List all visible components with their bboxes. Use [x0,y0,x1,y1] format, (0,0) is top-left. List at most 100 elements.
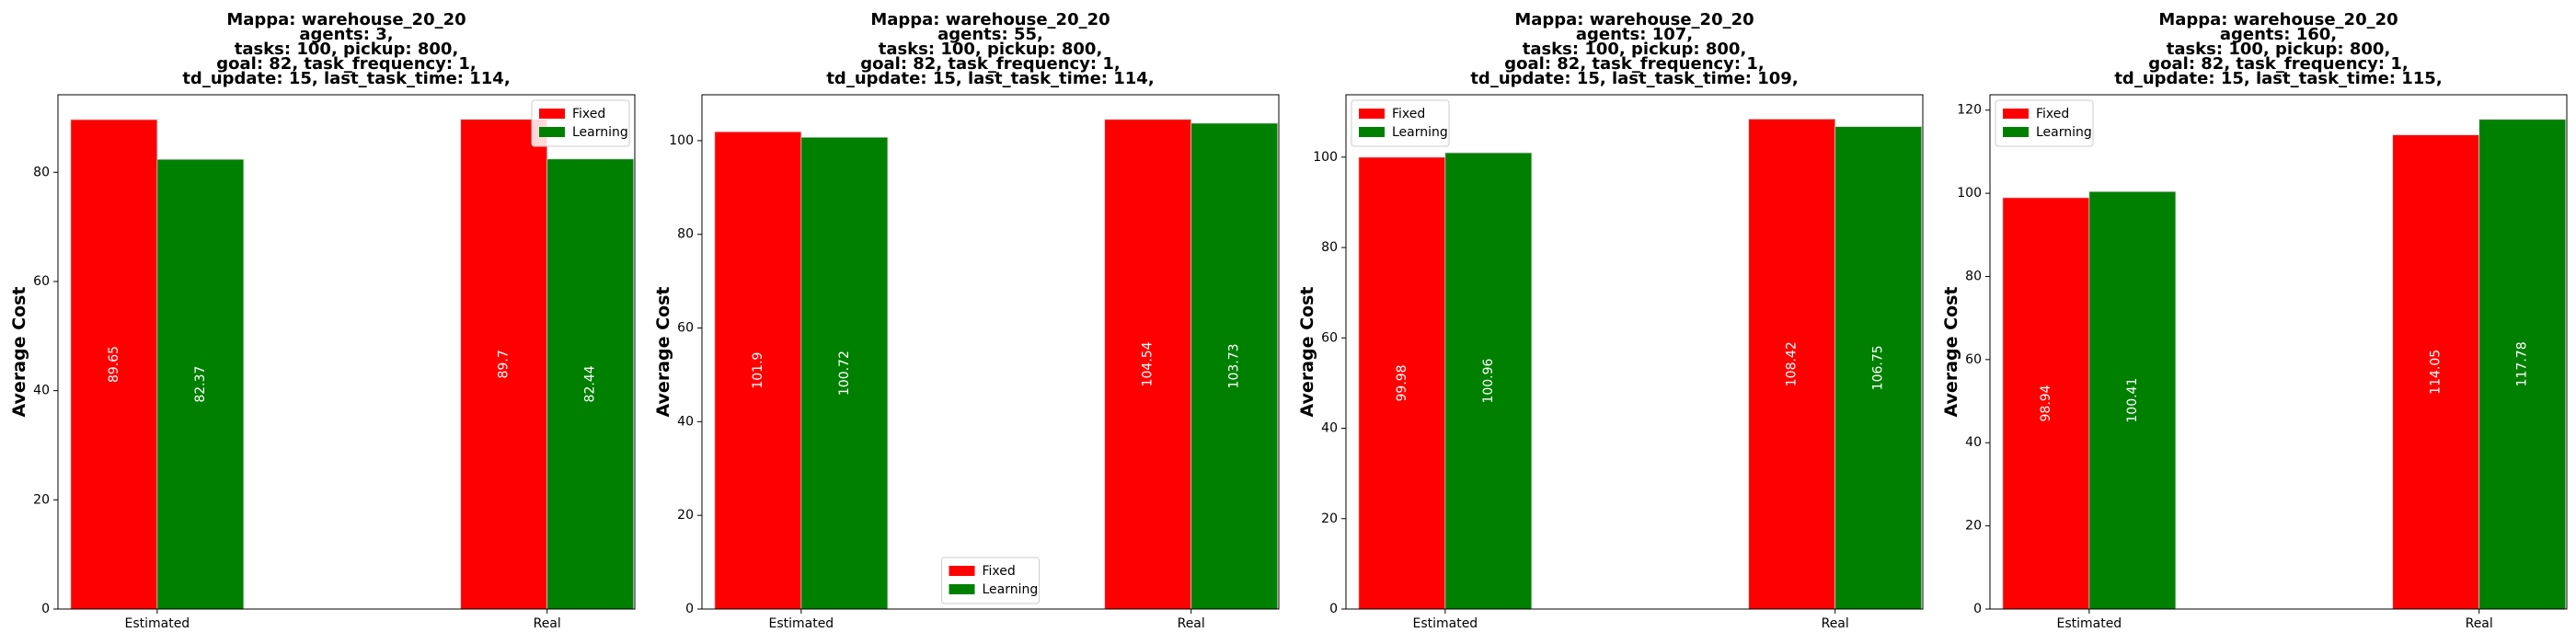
y-tick-label: 40 [1965,435,1982,450]
legend-label: Learning [572,125,628,140]
legend-swatch [2003,109,2029,119]
bar [1358,156,1446,610]
chart-title-line: tasks: 100, pickup: 800, [235,40,459,59]
bar-value-label: 99.98 [1395,364,1409,401]
bar [156,158,245,610]
y-tick-label: 80 [1321,240,1338,255]
legend-label: Fixed [2036,107,2069,121]
legend: Fixed Learning [1995,99,2094,147]
bar-value-label: 100.72 [837,351,852,396]
y-tick-label: 120 [1957,103,1982,118]
y-axis-label: Average Cost [9,287,29,418]
bar-value-label: 108.42 [1785,341,1800,386]
bar [460,119,548,610]
y-tick-label: 20 [677,508,694,523]
bar-value-label: 89.65 [107,346,121,383]
bar [546,158,635,610]
chart-title-line: tasks: 100, pickup: 800, [879,40,1103,59]
y-axis-label: Average Cost [653,287,673,418]
chart-title-line: Mappa: warehouse_20_20 [1514,10,1754,29]
chart-title-line: goal: 82, task_frequency: 1, [860,54,1121,74]
y-tick-label: 0 [41,602,50,616]
chart-title-line: goal: 82, task_frequency: 1, [2148,54,2409,74]
bar [1834,126,1923,610]
chart-title: Mappa: warehouse_20_20 agents: 55, tasks: … [826,10,1154,88]
x-tick-label: Real [1178,616,1205,631]
chart-title-line: td_update: 15, last_task_time: 114, [182,69,510,88]
chart-title: Mappa: warehouse_20_20 agents: 107, tasks:… [1470,10,1798,88]
bar-value-label: 101.9 [751,352,765,389]
bar-value-label: 106.75 [1871,345,1886,390]
chart-svg-4: Mappa: warehouse_20_20 agents: 160, tasks:… [1941,10,2568,631]
y-axis-label: Average Cost [1941,287,1961,418]
chart-title-line: goal: 82, task_frequency: 1, [1504,54,1765,74]
axes-frame [1345,94,1924,610]
y-tick-label: 60 [33,274,50,289]
bar-value-label: 89.7 [497,350,512,378]
x-tick-label: Estimated [768,616,834,631]
chart-title-line: goal: 82, task_frequency: 1, [216,54,477,74]
y-tick-label: 80 [677,227,694,242]
axes-frame [57,94,636,610]
x-tick-label: Real [1822,616,1849,631]
legend-label: Fixed [983,564,1016,579]
bar-value-label: 98.94 [2039,385,2053,421]
legend: Fixed Learning [1351,99,1450,147]
y-axis-label: Average Cost [1297,287,1317,418]
chart-panel-2: Mappa: warehouse_20_20 agents: 55, tasks: … [644,0,1288,644]
y-tick-label: 0 [1329,602,1338,616]
y-tick-label: 100 [1313,150,1338,165]
chart-title-line: tasks: 100, pickup: 800, [2167,40,2391,59]
chart-title-line: agents: 55, [937,25,1043,44]
bar [1190,122,1279,610]
legend-label: Fixed [572,107,605,121]
legend-swatch [539,127,565,137]
legend-label: Learning [1392,125,1448,140]
legend: Fixed Learning [941,557,1040,604]
y-tick-label: 100 [1957,186,1982,201]
bar-value-label: 82.44 [583,365,598,402]
chart-title-line: agents: 160, [2220,25,2337,44]
y-tick-label: 60 [1965,352,1982,367]
bar-value-label: 82.37 [193,366,208,403]
chart-svg-3: Mappa: warehouse_20_20 agents: 107, tasks:… [1297,10,1924,631]
bar [70,119,158,610]
bar [2478,119,2567,610]
bar [1104,119,1192,610]
chart-title-line: td_update: 15, last_task_time: 114, [826,69,1154,88]
y-tick-label: 20 [1965,519,1982,534]
y-tick-label: 0 [685,602,694,616]
chart-title-line: agents: 107, [1576,25,1693,44]
chart-title-line: Mappa: warehouse_20_20 [2158,10,2398,29]
bar [714,131,802,610]
chart-svg-1: Mappa: warehouse_20_20 agents: 3, tasks: 1… [9,10,636,631]
legend-label: Fixed [1392,107,1425,121]
legend-swatch [539,109,565,119]
y-tick-label: 20 [33,492,50,507]
legend-swatch [1359,109,1385,119]
y-tick-label: 40 [33,384,50,398]
legend-label: Learning [2036,125,2092,140]
bar-value-label: 100.96 [1481,358,1496,403]
x-tick-label: Real [2466,616,2493,631]
chart-title-line: Mappa: warehouse_20_20 [226,10,466,29]
chart-title-line: tasks: 100, pickup: 800, [1523,40,1747,59]
legend-swatch [949,566,975,576]
bar [1444,152,1533,610]
chart-panel-4: Mappa: warehouse_20_20 agents: 160, tasks:… [1932,0,2576,644]
legend-swatch [949,584,975,594]
chart-svg-2: Mappa: warehouse_20_20 agents: 55, tasks: … [653,10,1280,631]
chart-panel-1: Mappa: warehouse_20_20 agents: 3, tasks: 1… [0,0,644,644]
chart-title: Mappa: warehouse_20_20 agents: 160, tasks:… [2114,10,2442,88]
y-tick-label: 60 [677,321,694,336]
y-tick-label: 40 [1321,421,1338,436]
legend: Fixed Learning [531,99,630,147]
y-tick-label: 0 [1973,602,1982,616]
bar-value-label: 100.41 [2125,378,2140,423]
chart-title-line: td_update: 15, last_task_time: 109, [1470,69,1798,88]
bar [2392,134,2480,610]
axes-frame [1989,94,2568,610]
y-tick-label: 20 [1321,512,1338,526]
bar [1748,119,1836,610]
